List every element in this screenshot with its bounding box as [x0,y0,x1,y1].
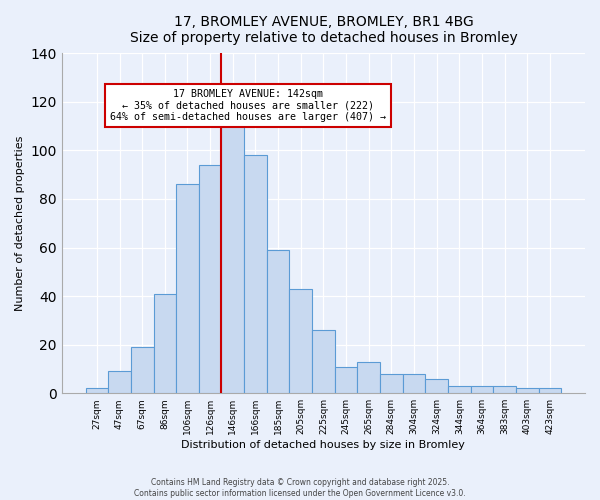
Bar [289,289,312,393]
Bar [493,386,516,393]
Bar [221,124,244,393]
Bar [244,156,267,393]
Bar [380,374,403,393]
Bar [470,386,493,393]
Bar [516,388,539,393]
Bar [539,388,561,393]
Text: Contains HM Land Registry data © Crown copyright and database right 2025.
Contai: Contains HM Land Registry data © Crown c… [134,478,466,498]
Bar [358,362,380,393]
Bar [154,294,176,393]
Y-axis label: Number of detached properties: Number of detached properties [15,136,25,311]
Bar [403,374,425,393]
Bar [176,184,199,393]
Bar [425,378,448,393]
Bar [267,250,289,393]
Text: 17 BROMLEY AVENUE: 142sqm
← 35% of detached houses are smaller (222)
64% of semi: 17 BROMLEY AVENUE: 142sqm ← 35% of detac… [110,89,386,122]
X-axis label: Distribution of detached houses by size in Bromley: Distribution of detached houses by size … [181,440,466,450]
Bar [312,330,335,393]
Title: 17, BROMLEY AVENUE, BROMLEY, BR1 4BG
Size of property relative to detached house: 17, BROMLEY AVENUE, BROMLEY, BR1 4BG Siz… [130,15,517,45]
Bar [335,366,358,393]
Bar [448,386,470,393]
Bar [108,372,131,393]
Bar [131,347,154,393]
Bar [86,388,108,393]
Bar [199,165,221,393]
